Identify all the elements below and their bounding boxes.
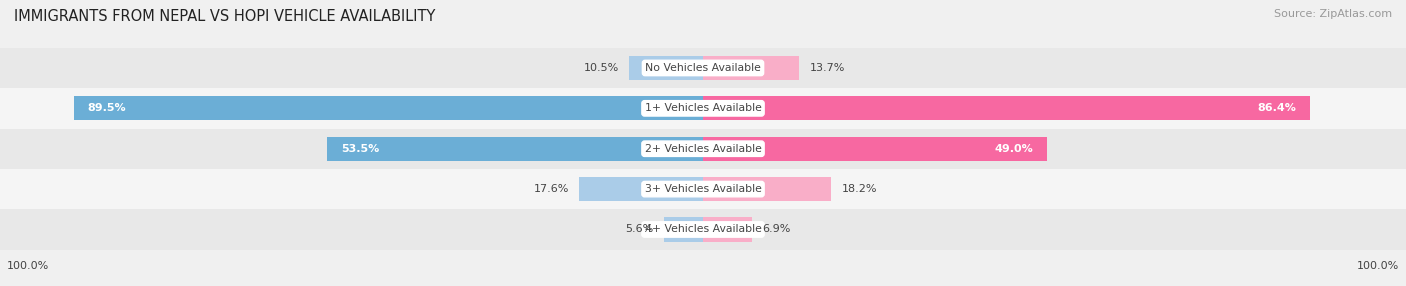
Text: 2+ Vehicles Available: 2+ Vehicles Available — [644, 144, 762, 154]
Bar — [579, 177, 703, 201]
Text: 100.0%: 100.0% — [7, 261, 49, 271]
Text: 13.7%: 13.7% — [810, 63, 845, 73]
Bar — [0, 88, 1406, 128]
Text: IMMIGRANTS FROM NEPAL VS HOPI VEHICLE AVAILABILITY: IMMIGRANTS FROM NEPAL VS HOPI VEHICLE AV… — [14, 9, 436, 23]
Bar — [0, 209, 1406, 250]
Bar — [630, 56, 703, 80]
Bar — [703, 96, 1310, 120]
Text: 89.5%: 89.5% — [87, 103, 127, 113]
Text: 10.5%: 10.5% — [583, 63, 619, 73]
Text: 100.0%: 100.0% — [1357, 261, 1399, 271]
Bar — [73, 96, 703, 120]
Text: 86.4%: 86.4% — [1257, 103, 1296, 113]
Text: 4+ Vehicles Available: 4+ Vehicles Available — [644, 225, 762, 235]
Bar — [326, 137, 703, 161]
Text: 17.6%: 17.6% — [533, 184, 568, 194]
Bar — [0, 169, 1406, 209]
Text: Source: ZipAtlas.com: Source: ZipAtlas.com — [1274, 9, 1392, 19]
Text: 5.6%: 5.6% — [624, 225, 652, 235]
Text: 53.5%: 53.5% — [340, 144, 380, 154]
Text: 18.2%: 18.2% — [841, 184, 877, 194]
Bar — [703, 177, 831, 201]
Text: 49.0%: 49.0% — [994, 144, 1033, 154]
Bar — [703, 137, 1047, 161]
Text: 1+ Vehicles Available: 1+ Vehicles Available — [644, 103, 762, 113]
Text: 6.9%: 6.9% — [762, 225, 790, 235]
Text: 3+ Vehicles Available: 3+ Vehicles Available — [644, 184, 762, 194]
Text: No Vehicles Available: No Vehicles Available — [645, 63, 761, 73]
Bar — [0, 48, 1406, 88]
Bar — [703, 217, 752, 242]
Bar — [0, 128, 1406, 169]
Bar — [664, 217, 703, 242]
Bar — [703, 56, 799, 80]
